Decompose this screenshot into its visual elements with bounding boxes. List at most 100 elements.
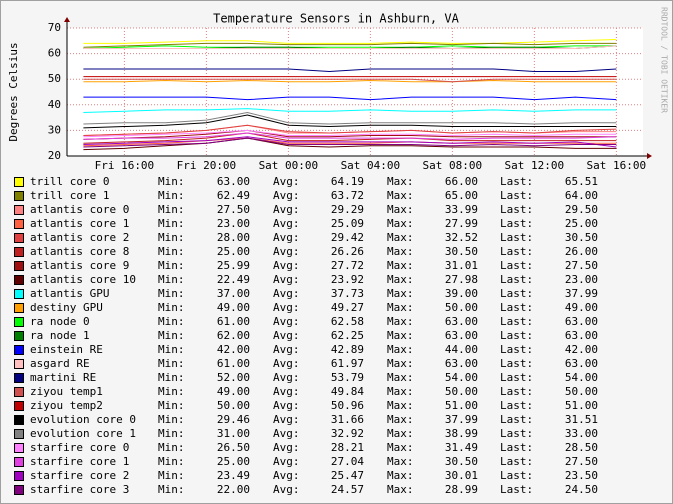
legend-stat: 62.25 — [331, 329, 364, 342]
legend-field: Last: — [500, 203, 533, 216]
legend-field: Min: — [158, 427, 185, 440]
legend-field: Last: — [500, 245, 533, 258]
series-line — [83, 42, 617, 48]
legend-stat: 29.29 — [331, 203, 364, 216]
legend-stat: 49.00 — [217, 385, 250, 398]
series-line — [83, 79, 617, 83]
y-tick-label: 60 — [48, 47, 61, 60]
legend-field: Min: — [158, 287, 185, 300]
legend-stat: 30.50 — [445, 455, 478, 468]
legend-swatch — [14, 317, 24, 327]
legend-field: Avg: — [273, 259, 300, 272]
legend-field: Min: — [158, 413, 185, 426]
legend-stat: 37.73 — [331, 287, 364, 300]
legend-stat: 25.00 — [565, 217, 598, 230]
legend-swatch — [14, 429, 24, 439]
legend-label: ra node 1 — [30, 329, 90, 342]
legend-field: Min: — [158, 245, 185, 258]
legend-swatch — [14, 415, 24, 425]
legend-stat: 65.51 — [565, 175, 598, 188]
legend-field: Min: — [158, 441, 185, 454]
legend-label: einstein RE — [30, 343, 103, 356]
legend-field: Last: — [500, 357, 533, 370]
legend-swatch — [14, 345, 24, 355]
legend-label: atlantis core 9 — [30, 259, 129, 272]
legend-stat: 54.00 — [565, 371, 598, 384]
legend-stat: 61.97 — [331, 357, 364, 370]
series-line — [83, 129, 617, 138]
legend-field: Last: — [500, 427, 533, 440]
axis-arrow — [647, 153, 652, 159]
series-line — [83, 124, 617, 137]
legend-stat: 63.00 — [217, 175, 250, 188]
legend-stat: 30.50 — [565, 231, 598, 244]
legend-field: Max: — [387, 245, 414, 258]
y-tick-label: 30 — [48, 123, 61, 136]
legend-field: Min: — [158, 175, 185, 188]
series-line — [83, 129, 617, 140]
legend-field: Max: — [387, 231, 414, 244]
legend-field: Min: — [158, 371, 185, 384]
legend-label: asgard RE — [30, 357, 90, 370]
legend-field: Last: — [500, 385, 533, 398]
legend-field: Min: — [158, 329, 185, 342]
legend-field: Last: — [500, 441, 533, 454]
legend-field: Last: — [500, 483, 533, 496]
legend-field: Max: — [387, 483, 414, 496]
legend-stat: 37.99 — [565, 287, 598, 300]
legend-label: starfire core 3 — [30, 483, 129, 496]
legend-swatch — [14, 275, 24, 285]
legend-stat: 28.50 — [565, 441, 598, 454]
legend-field: Max: — [387, 427, 414, 440]
legend-swatch — [14, 471, 24, 481]
legend-field: Last: — [500, 231, 533, 244]
legend-swatch — [14, 205, 24, 215]
legend-stat: 23.00 — [217, 217, 250, 230]
legend-field: Max: — [387, 175, 414, 188]
legend-stat: 24.50 — [565, 483, 598, 496]
legend-field: Last: — [500, 469, 533, 482]
legend-stat: 50.00 — [445, 301, 478, 314]
x-tick-label: Sat 04:00 — [341, 159, 401, 172]
legend-stat: 27.50 — [217, 203, 250, 216]
legend-field: Max: — [387, 287, 414, 300]
legend-stat: 51.00 — [565, 399, 598, 412]
legend-field: Avg: — [273, 469, 300, 482]
legend-field: Max: — [387, 329, 414, 342]
legend-stat: 27.72 — [331, 259, 364, 272]
legend-field: Max: — [387, 399, 414, 412]
legend-stat: 28.99 — [445, 483, 478, 496]
legend-stat: 27.50 — [565, 259, 598, 272]
legend-stat: 33.99 — [445, 203, 478, 216]
legend-stat: 49.27 — [331, 301, 364, 314]
legend-swatch — [14, 359, 24, 369]
legend-field: Min: — [158, 399, 185, 412]
legend-field: Min: — [158, 217, 185, 230]
legend-field: Avg: — [273, 455, 300, 468]
legend-field: Last: — [500, 259, 533, 272]
x-tick-label: Sat 16:00 — [587, 159, 647, 172]
legend-field: Last: — [500, 287, 533, 300]
legend-stat: 27.50 — [565, 455, 598, 468]
legend-stat: 37.99 — [445, 413, 478, 426]
legend-field: Avg: — [273, 175, 300, 188]
legend-field: Max: — [387, 385, 414, 398]
axis-arrow — [64, 17, 70, 22]
legend-stat: 28.00 — [217, 231, 250, 244]
legend-stat: 27.99 — [445, 217, 478, 230]
legend-field: Min: — [158, 315, 185, 328]
legend-stat: 42.00 — [217, 343, 250, 356]
legend-stat: 63.00 — [445, 357, 478, 370]
series-line — [83, 39, 617, 44]
series-line — [83, 137, 617, 148]
legend-field: Last: — [500, 175, 533, 188]
legend-stat: 51.00 — [445, 399, 478, 412]
legend-field: Avg: — [273, 315, 300, 328]
legend-field: Min: — [158, 259, 185, 272]
legend-label: evolution core 1 — [30, 427, 136, 440]
legend-stat: 33.00 — [565, 427, 598, 440]
legend-field: Last: — [500, 399, 533, 412]
legend-field: Min: — [158, 385, 185, 398]
legend-stat: 30.01 — [445, 469, 478, 482]
legend-stat: 38.99 — [445, 427, 478, 440]
